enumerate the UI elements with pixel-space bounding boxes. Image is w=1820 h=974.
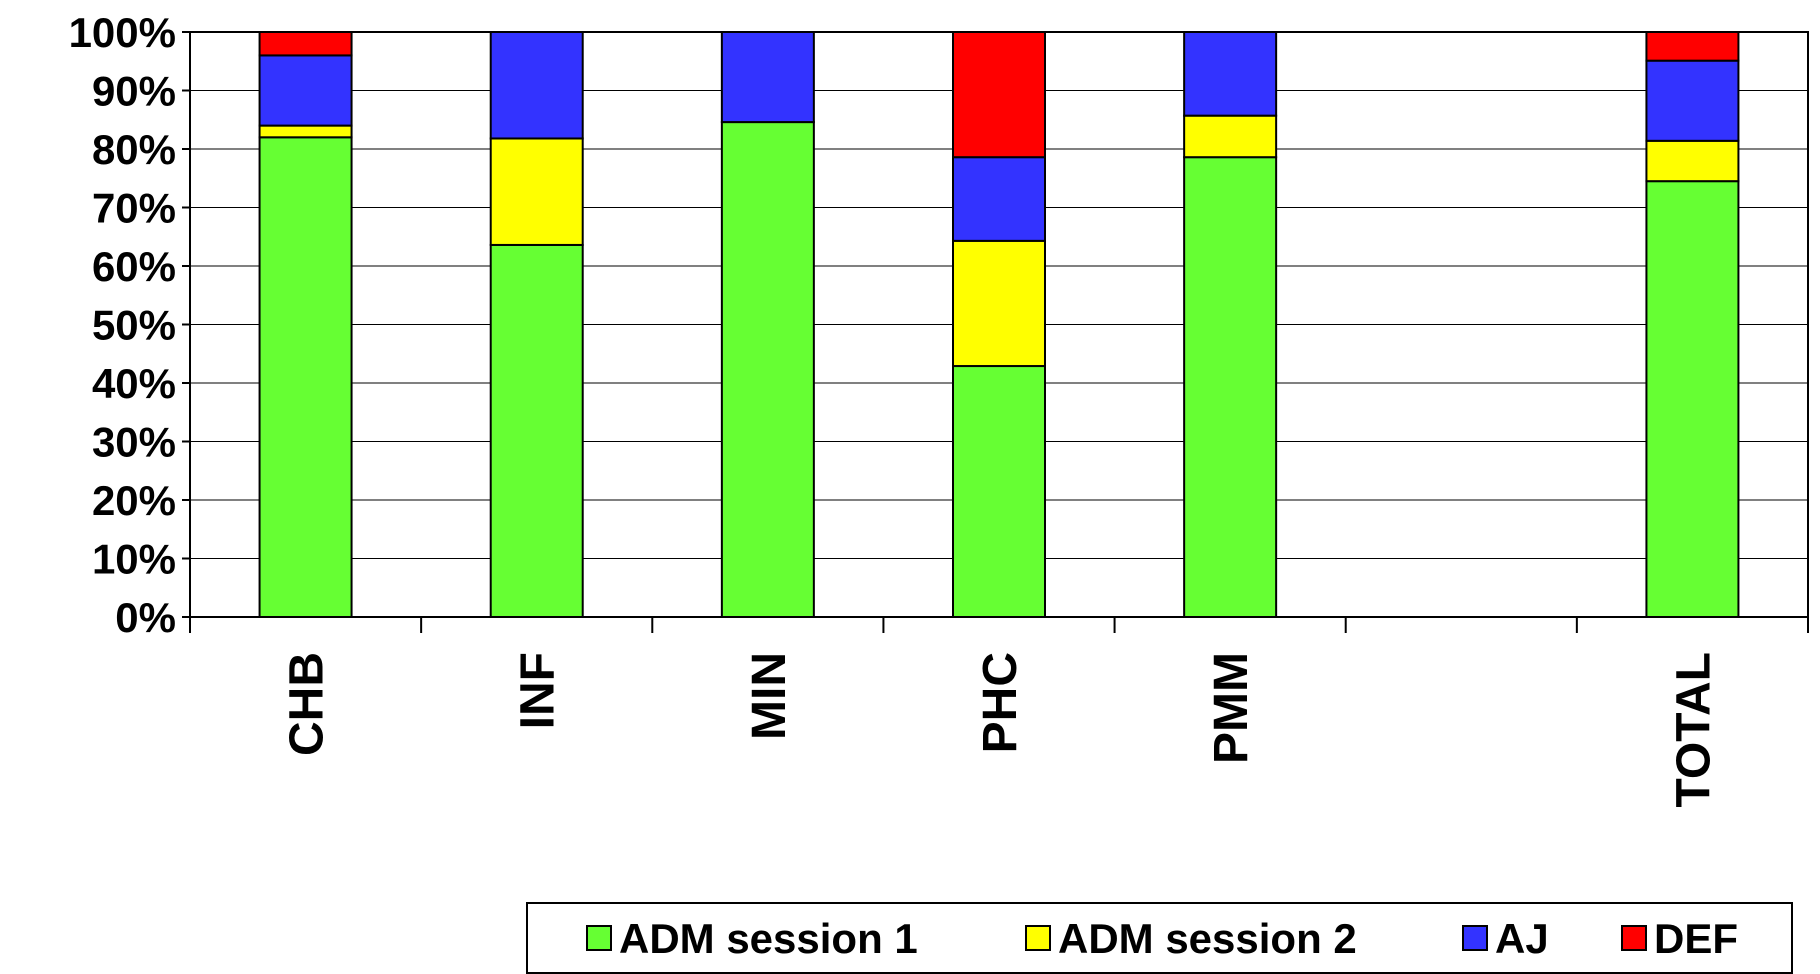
y-tick-label: 50% <box>92 302 176 349</box>
legend-label: ADM session 1 <box>619 915 918 962</box>
x-category-label: MIN <box>743 652 796 740</box>
bar-segment <box>1645 59 1740 142</box>
bars <box>258 31 1740 619</box>
legend-label: ADM session 2 <box>1058 915 1357 962</box>
y-tick-label: 10% <box>92 536 176 583</box>
legend-swatch <box>1462 925 1488 951</box>
x-axis <box>189 616 1809 633</box>
y-tick-label: 0% <box>115 594 176 641</box>
y-tick-label: 30% <box>92 419 176 466</box>
bar-segment <box>952 156 1046 242</box>
bar-segment <box>258 124 353 139</box>
y-tick-label: 80% <box>92 126 176 173</box>
bar-segment <box>489 137 584 246</box>
y-tick-label: 60% <box>92 243 176 290</box>
legend-label: DEF <box>1654 915 1738 962</box>
legend-swatch <box>586 925 612 951</box>
legend-box <box>526 902 1793 974</box>
bar-segment <box>258 136 353 619</box>
y-tick-label: 40% <box>92 360 176 407</box>
bar-segment <box>720 31 815 124</box>
y-tick-label: 70% <box>92 185 176 232</box>
legend-label: AJ <box>1495 915 1549 962</box>
bar-segment <box>258 54 353 127</box>
bar-segment <box>258 31 353 57</box>
y-axis-ticks: 0% 10% 20% 30% 40% 50% 60% 70% 80% 90% 100% <box>69 9 190 641</box>
legend-items: ADM session 1 ADM session 2 AJ DEF <box>586 915 1738 962</box>
bar-segment <box>952 365 1046 618</box>
legend-swatch <box>1621 925 1647 951</box>
bar-segment <box>720 121 815 618</box>
x-axis-category-labels: CHB INF MIN PHC PMM TOTAL <box>281 652 1721 808</box>
x-category-label: TOTAL <box>1667 652 1720 808</box>
x-category-label: PMM <box>1205 652 1258 764</box>
bar-segment <box>1183 156 1278 618</box>
bar-segment <box>1183 114 1278 159</box>
y-tick-label: 20% <box>92 477 176 524</box>
bar-segment <box>1645 139 1740 183</box>
y-tick-label: 90% <box>92 68 176 115</box>
bar-segment <box>952 239 1046 368</box>
x-category-label: INF <box>512 652 565 729</box>
x-category-label: CHB <box>281 652 334 756</box>
x-category-label: PHC <box>974 652 1027 753</box>
bar-segment <box>1183 31 1278 117</box>
bar-segment <box>1645 180 1740 619</box>
y-tick-label: 100% <box>69 9 176 56</box>
bar-segment <box>489 243 584 618</box>
legend-swatch <box>1025 925 1051 951</box>
bar-segment <box>952 31 1046 159</box>
legend: ADM session 1 ADM session 2 AJ DEF <box>526 902 1793 974</box>
bar-segment <box>489 31 584 140</box>
bar-segment <box>1645 31 1740 62</box>
